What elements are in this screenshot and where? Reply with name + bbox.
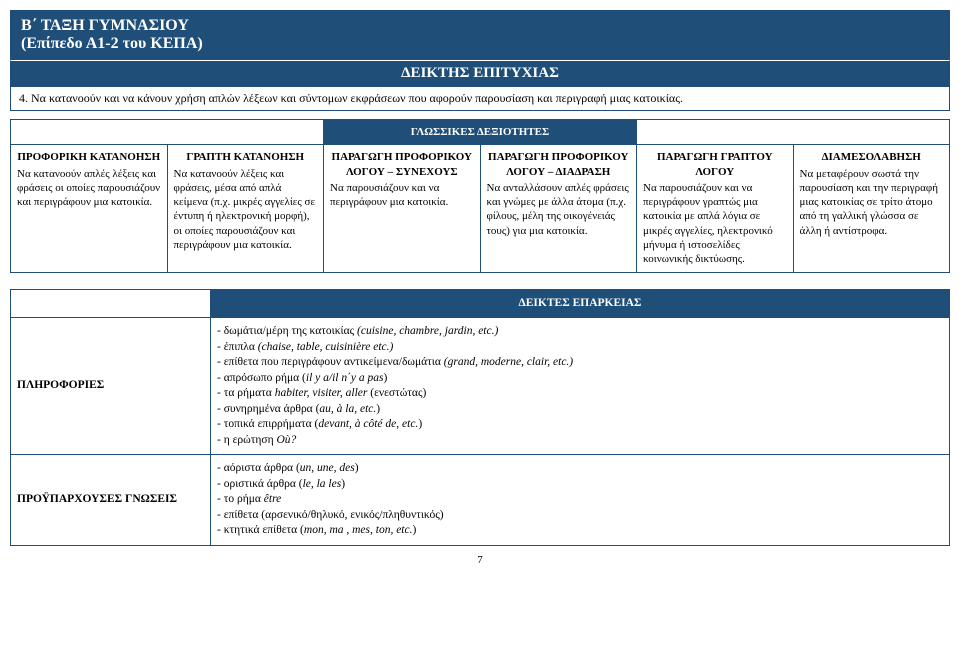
- grade-line2: (Επίπεδο Α1-2 του ΚΕΠΑ): [21, 35, 939, 53]
- adequacy-label-1: ΠΡΟΫΠΑΡΧΟΥΣΕΣ ΓΝΩΣΕΙΣ: [11, 455, 211, 546]
- skill-col-1: ΓΡΑΠΤΗ ΚΑΤΑΝΟΗΣΗ Να κατανοούν λέξεις και…: [167, 145, 324, 272]
- adequacy-list-1: αόριστα άρθρα (un, une, des)οριστικά άρθ…: [217, 461, 943, 539]
- skills-row: ΠΡΟΦΟΡΙΚΗ ΚΑΤΑΝΟΗΣΗ Να κατανοούν απλές λ…: [11, 145, 950, 272]
- skill-col-4: ΠΑΡΑΓΩΓΗ ΓΡΑΠΤΟΥ ΛΟΓΟΥ Να παρουσιάζουν κ…: [637, 145, 794, 272]
- page-number: 7: [10, 554, 950, 566]
- adequacy-row-1: ΠΡΟΫΠΑΡΧΟΥΣΕΣ ΓΝΩΣΕΙΣ αόριστα άρθρα (un,…: [11, 455, 950, 546]
- language-skills-table: ΓΛΩΣΣΙΚΕΣ ΔΕΞΙΟΤΗΤΕΣ ΠΡΟΦΟΡΙΚΗ ΚΑΤΑΝΟΗΣΗ…: [10, 119, 950, 273]
- adequacy-list-0: δωμάτια/μέρη της κατοικίας (cuisine, cha…: [217, 324, 943, 448]
- skill-title-2: ΠΑΡΑΓΩΓΗ ΠΡΟΦΟΡΙΚΟΥ ΛΟΓΟΥ – ΣΥΝΕΧΟΥΣ: [330, 150, 474, 179]
- adequacy-items-1: αόριστα άρθρα (un, une, des)οριστικά άρθ…: [211, 455, 950, 546]
- skill-body-3: Να ανταλλάσουν απλές φράσεις και γνώμες …: [487, 182, 629, 237]
- skill-title-4: ΠΑΡΑΓΩΓΗ ΓΡΑΠΤΟΥ ΛΟΓΟΥ: [643, 150, 787, 179]
- list-item: αόριστα άρθρα (un, une, des): [217, 461, 943, 477]
- list-item: τοπικά επιρρήματα (devant, à côté de, et…: [217, 417, 943, 433]
- adequacy-items-0: δωμάτια/μέρη της κατοικίας (cuisine, cha…: [211, 318, 950, 455]
- grade-line1: Β΄ ΤΑΞΗ ΓΥΜΝΑΣΙΟΥ: [21, 17, 939, 35]
- list-item: επίθετα που περιγράφουν αντικείμενα/δωμά…: [217, 355, 943, 371]
- success-indicator-header: ΔΕΙΚΤΗΣ ΕΠΙΤΥΧΙΑΣ: [10, 60, 950, 87]
- skill-col-5: ΔΙΑΜΕΣΟΛΑΒΗΣΗ Να μεταφέρουν σωστά την πα…: [793, 145, 950, 272]
- adequacy-table: ΔΕΙΚΤΕΣ ΕΠΑΡΚΕΙΑΣ ΠΛΗΡΟΦΟΡΙΕΣ δωμάτια/μέ…: [10, 289, 950, 546]
- list-item: συνηρημένα άρθρα (au, à la, etc.): [217, 402, 943, 418]
- list-item: δωμάτια/μέρη της κατοικίας (cuisine, cha…: [217, 324, 943, 340]
- indicator-description: 4. Να κατανοούν και να κάνουν χρήση απλώ…: [10, 87, 950, 111]
- list-item: τα ρήματα habiter, visiter, aller (ενεστ…: [217, 386, 943, 402]
- list-item: οριστικά άρθρα (le, la les): [217, 477, 943, 493]
- skill-title-5: ΔΙΑΜΕΣΟΛΑΒΗΣΗ: [800, 150, 944, 164]
- list-item: κτητικά επίθετα (mon, ma , mes, ton, etc…: [217, 523, 943, 539]
- skill-body-1: Να κατανοούν λέξεις και φράσεις, μέσα απ…: [174, 168, 316, 251]
- grade-header: Β΄ ΤΑΞΗ ΓΥΜΝΑΣΙΟΥ (Επίπεδο Α1-2 του ΚΕΠΑ…: [10, 10, 950, 60]
- skill-body-0: Να κατανοούν απλές λέξεις και φράσεις οι…: [17, 168, 160, 209]
- list-item: το ρήμα être: [217, 492, 943, 508]
- skill-col-3: ΠΑΡΑΓΩΓΗ ΠΡΟΦΟΡΙΚΟΥ ΛΟΓΟΥ – ΔΙΑΔΡΑΣΗ Να …: [480, 145, 637, 272]
- adequacy-section-title: ΔΕΙΚΤΕΣ ΕΠΑΡΚΕΙΑΣ: [211, 289, 950, 318]
- list-item: επίθετα (αρσενικό/θηλυκό, ενικός/πληθυντ…: [217, 508, 943, 524]
- skill-body-2: Να παρουσιάζουν και να περιγράφουν μια κ…: [330, 182, 448, 208]
- skill-title-1: ΓΡΑΠΤΗ ΚΑΤΑΝΟΗΣΗ: [174, 150, 318, 164]
- skill-body-5: Να μεταφέρουν σωστά την παρουσίαση και τ…: [800, 168, 939, 237]
- skill-title-0: ΠΡΟΦΟΡΙΚΗ ΚΑΤΑΝΟΗΣΗ: [17, 150, 161, 164]
- adequacy-row-0: ΠΛΗΡΟΦΟΡΙΕΣ δωμάτια/μέρη της κατοικίας (…: [11, 318, 950, 455]
- skills-section-title: ΓΛΩΣΣΙΚΕΣ ΔΕΞΙΟΤΗΤΕΣ: [324, 120, 637, 145]
- list-item: έπιπλα (chaise, table, cuisinière etc.): [217, 340, 943, 356]
- skill-title-3: ΠΑΡΑΓΩΓΗ ΠΡΟΦΟΡΙΚΟΥ ΛΟΓΟΥ – ΔΙΑΔΡΑΣΗ: [487, 150, 631, 179]
- skill-body-4: Να παρουσιάζουν και να περιγράφουν γραπτ…: [643, 182, 773, 265]
- list-item: η ερώτηση Où?: [217, 433, 943, 449]
- list-item: απρόσωπο ρήμα (il y a/il n΄y a pas): [217, 371, 943, 387]
- skill-col-2: ΠΑΡΑΓΩΓΗ ΠΡΟΦΟΡΙΚΟΥ ΛΟΓΟΥ – ΣΥΝΕΧΟΥΣ Να …: [324, 145, 481, 272]
- adequacy-label-0: ΠΛΗΡΟΦΟΡΙΕΣ: [11, 318, 211, 455]
- skill-col-0: ΠΡΟΦΟΡΙΚΗ ΚΑΤΑΝΟΗΣΗ Να κατανοούν απλές λ…: [11, 145, 168, 272]
